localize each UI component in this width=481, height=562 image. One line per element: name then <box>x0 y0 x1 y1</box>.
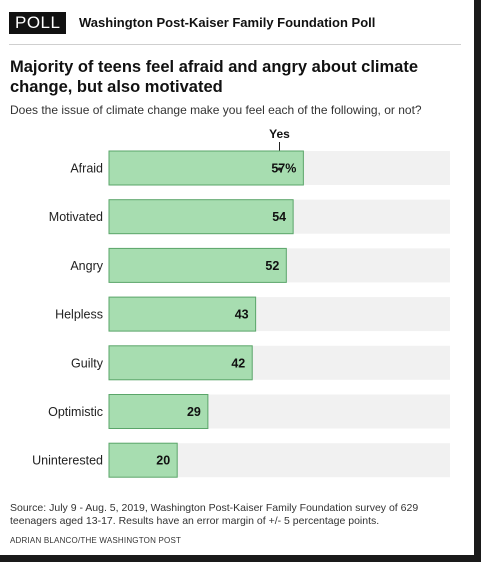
credit-line: ADRIAN BLANCO/THE WASHINGTON POST <box>10 536 182 545</box>
bar <box>108 296 257 332</box>
bar <box>108 394 209 429</box>
value-label: 57% <box>271 162 296 176</box>
chart-card: POLL Washington Post-Kaiser Family Found… <box>0 0 474 555</box>
chart-subhead: Does the issue of climate change make yo… <box>10 103 422 117</box>
category-label: Uninterested <box>32 454 103 468</box>
category-label: Afraid <box>70 162 103 176</box>
value-label: 29 <box>187 405 201 419</box>
bar <box>108 345 253 381</box>
category-label: Optimistic <box>48 405 103 419</box>
category-label: Guilty <box>71 356 104 370</box>
column-header-dot <box>277 167 282 171</box>
value-label: 43 <box>235 308 249 322</box>
bar <box>108 199 294 235</box>
bar-chart: Yes Afraid 57% Motivated 54 Angry 52 Helpless 43… <box>32 127 450 478</box>
value-label: 42 <box>231 356 245 370</box>
bar <box>108 247 287 283</box>
bar <box>108 442 178 478</box>
poll-source-title: Washington Post-Kaiser Family Foundation… <box>79 15 376 30</box>
category-label: Helpless <box>55 308 103 322</box>
value-label: 52 <box>265 259 279 273</box>
chart-headline: Majority of teens feel afraid and angry … <box>10 58 419 96</box>
poll-badge: POLL <box>9 12 67 34</box>
column-header-label: Yes <box>269 127 290 141</box>
value-label: 54 <box>272 210 286 224</box>
value-label: 20 <box>156 454 170 468</box>
bar <box>108 150 304 186</box>
category-label: Motivated <box>49 210 103 224</box>
category-label: Angry <box>70 259 103 273</box>
source-note: Source: July 9 - Aug. 5, 2019, Washingto… <box>10 502 419 527</box>
header-divider <box>9 44 461 45</box>
